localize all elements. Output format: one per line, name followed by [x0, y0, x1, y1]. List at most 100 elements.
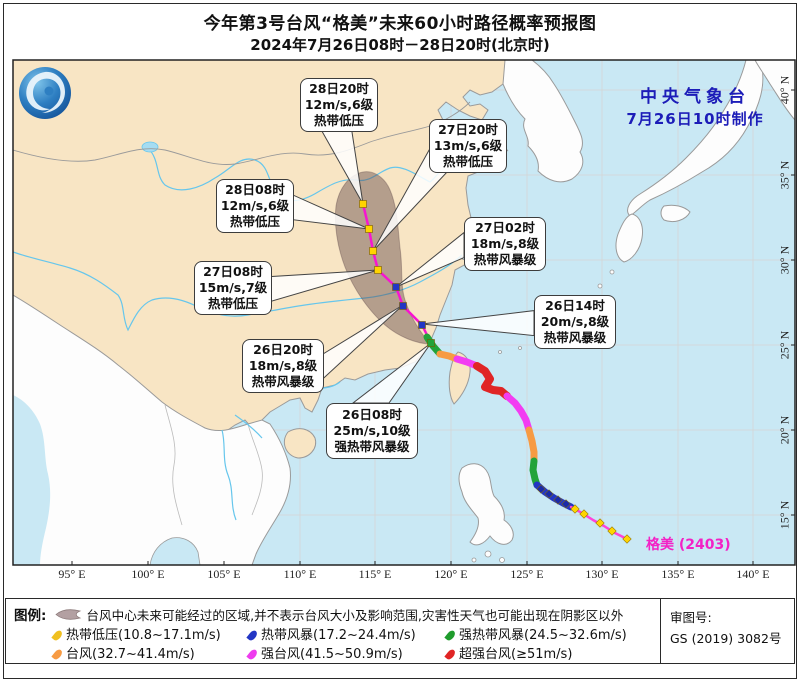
forecast-track-point — [374, 266, 382, 274]
lon-axis-label: 120° E — [434, 567, 468, 581]
luzon-island — [458, 463, 514, 546]
southeast-asia-landmass — [13, 294, 291, 565]
agency-issue-time: 7月26日10时制作 — [626, 110, 764, 128]
legend-item-3: 台风(32.7~41.4m/s) — [51, 645, 249, 664]
typhoon-marker-icon — [246, 648, 259, 661]
legend-item-label: 热带低压(10.8~17.1m/s) — [66, 628, 221, 643]
callout-wind: 12m/s,6级 — [304, 97, 374, 112]
typhoon-marker-icon — [246, 629, 259, 642]
korea-landmass — [502, 60, 584, 183]
typhoon-marker-icon — [444, 648, 457, 661]
lat-axis-label: 25° N — [777, 330, 792, 360]
callout-time: 26日20时 — [253, 342, 313, 357]
agency-credit: 中央气象台 7月26日10时制作 — [600, 82, 790, 129]
gulf-of-thailand — [149, 537, 201, 565]
typhoon-marker-icon — [51, 648, 64, 661]
lon-axis-label: 105° E — [207, 567, 241, 581]
lat-axis-label: 35° N — [777, 160, 792, 190]
callout-wind: 25m/s,10级 — [333, 423, 411, 438]
lon-axis-label: 140° E — [736, 567, 770, 581]
history-track-point — [553, 495, 563, 505]
callout-time: 27日02时 — [475, 220, 535, 235]
lake — [141, 141, 159, 153]
philippine-islets — [471, 550, 505, 563]
history-track-point — [607, 526, 617, 536]
callout-intensity: 热带风暴级 — [473, 252, 537, 267]
approval-value: GS (2019) 3082号 — [670, 631, 782, 646]
legend-item-label: 强台风(41.5~50.9m/s) — [261, 647, 403, 662]
lon-axis-label: 110° E — [283, 567, 317, 581]
lat-axis-label: 30° N — [777, 245, 792, 275]
callout-wind: 15m/s,7级 — [198, 280, 268, 295]
callout-time: 28日08时 — [225, 182, 285, 197]
history-track-point — [579, 509, 589, 519]
callout-intensity: 热带低压 — [207, 296, 258, 311]
typhoon-marker-icon — [444, 629, 457, 642]
legend-item-0: 热带低压(10.8~17.1m/s) — [51, 626, 249, 645]
history-track-point — [622, 534, 632, 544]
lon-axis-label: 115° E — [358, 567, 392, 581]
callout-intensity: 热带低压 — [229, 214, 280, 229]
history-track-point — [544, 489, 554, 499]
legend-item-label: 强热带风暴(24.5~32.6m/s) — [459, 628, 627, 643]
forecast-track-point — [427, 339, 435, 347]
callout-wind: 18m/s,8级 — [470, 236, 540, 251]
agency-name: 中央气象台 — [640, 87, 750, 107]
forecast-track-point — [418, 321, 426, 329]
legend: 图例: 台风中心未来可能经过的区域,并不表示台风大小及影响范围,灾害性天气也可能… — [5, 598, 795, 664]
forecast-callout-3: 27日08时 15m/s,7级 热带低压 — [194, 261, 272, 315]
probability-cone — [334, 171, 433, 345]
cma-logo — [16, 64, 74, 122]
lat-axis-label: 40° N — [777, 75, 792, 105]
approval-label: 审图号: — [670, 610, 712, 625]
callout-intensity: 强热带风暴级 — [334, 439, 410, 454]
bay-of-bengal — [13, 395, 51, 565]
mongolia-border — [13, 101, 471, 165]
lon-axis-label: 100° E — [131, 567, 165, 581]
cone-legend-icon — [55, 608, 82, 620]
callout-time: 28日20时 — [309, 81, 369, 96]
forecast-track-point — [392, 283, 400, 291]
callout-intensity: 热带低压 — [442, 154, 493, 169]
callout-time: 27日20时 — [438, 122, 498, 137]
forecast-callout-1: 27日20时 13m/s,6级 热带低压 — [429, 119, 507, 173]
legend-main: 图例: 台风中心未来可能经过的区域,并不表示台风大小及影响范围,灾害性天气也可能… — [6, 599, 660, 663]
cma-logo-icon — [19, 67, 71, 119]
forecast-callout-4: 27日02时 18m/s,8级 热带风暴级 — [464, 217, 546, 271]
history-track-segment — [529, 457, 541, 489]
forecast-callout-6: 26日20时 18m/s,8级 热带风暴级 — [242, 339, 324, 393]
callout-intensity: 热带风暴级 — [543, 330, 607, 345]
callout-time: 27日08时 — [203, 264, 263, 279]
callout-wind: 18m/s,8级 — [248, 358, 318, 373]
lon-axis-label: 125° E — [510, 567, 544, 581]
forecast-track-point — [369, 247, 377, 255]
callout-time: 26日14时 — [545, 298, 605, 313]
legend-title: 图例: — [14, 608, 47, 624]
forecast-callout-5: 26日14时 20m/s,8级 热带风暴级 — [534, 295, 616, 349]
callout-intensity: 热带风暴级 — [251, 374, 315, 389]
history-track-segment — [503, 392, 533, 434]
forecast-callout-2: 28日08时 12m/s,6级 热带低压 — [216, 179, 294, 233]
legend-note: 台风中心未来可能经过的区域,并不表示台风大小及影响范围,灾害性天气也可能出现在阴… — [86, 607, 624, 623]
legend-item-1: 热带风暴(17.2~24.4m/s) — [246, 626, 447, 645]
lat-axis-label: 20° N — [777, 415, 792, 445]
history-track-segment — [473, 362, 511, 400]
forecast-callout-7: 26日08时 25m/s,10级 强热带风暴级 — [326, 403, 418, 459]
callout-time: 26日08时 — [342, 407, 402, 422]
history-track-point — [570, 504, 580, 514]
lon-axis-label: 135° E — [661, 567, 695, 581]
forecast-track-point — [365, 225, 373, 233]
legend-item-label: 热带风暴(17.2~24.4m/s) — [261, 628, 416, 643]
page-title: 今年第3号台风“格美”未来60小时路径概率预报图 — [203, 14, 597, 34]
lon-axis-label: 95° E — [58, 567, 86, 581]
callout-intensity: 热带低压 — [313, 113, 364, 128]
map-frame — [12, 59, 796, 566]
legend-item-5: 超强台风(≥51m/s) — [444, 645, 656, 664]
typhoon-marker-icon — [51, 629, 64, 642]
forecast-track-point — [359, 200, 367, 208]
forecast-callout-0: 28日20时 12m/s,6级 热带低压 — [300, 78, 378, 132]
history-track-segment — [525, 426, 538, 465]
history-track-point — [561, 499, 571, 509]
